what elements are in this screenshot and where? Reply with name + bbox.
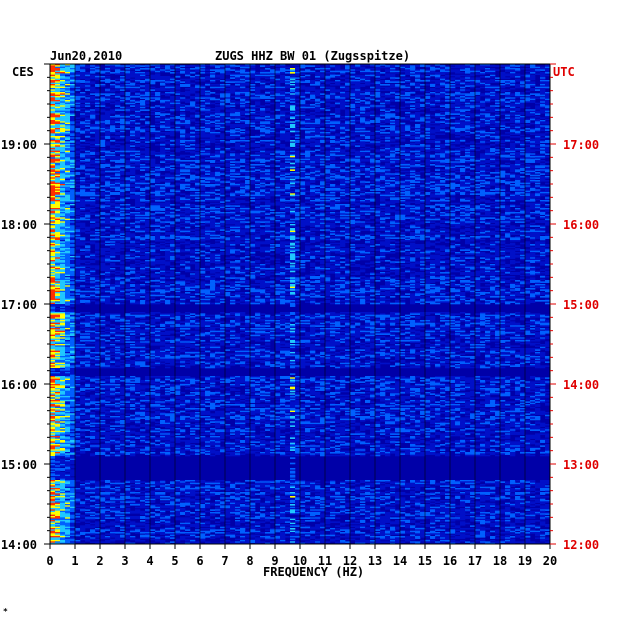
x-tick-label: 1 [71, 554, 78, 568]
x-tick-label: 8 [246, 554, 253, 568]
x-tick-label: 20 [543, 554, 557, 568]
right-tick-label: 15:00 [563, 298, 599, 312]
right-tick-label: 16:00 [563, 218, 599, 232]
x-tick-label: 13 [368, 554, 382, 568]
x-tick-label: 17 [468, 554, 482, 568]
right-tick-label: 17:00 [563, 138, 599, 152]
x-tick-label: 4 [146, 554, 153, 568]
chart-date: Jun20,2010 [50, 50, 122, 62]
x-tick-label: 5 [171, 554, 178, 568]
left-tick-label: 16:00 [1, 378, 37, 392]
right-tick-label: 14:00 [563, 378, 599, 392]
x-tick-label: 16 [443, 554, 457, 568]
x-tick-label: 3 [121, 554, 128, 568]
x-axis-label: FREQUENCY (HZ) [263, 566, 364, 578]
left-tick-label: 18:00 [1, 218, 37, 232]
corner-mark: * [3, 606, 8, 618]
left-tick-label: 19:00 [1, 138, 37, 152]
left-tick-label: 15:00 [1, 458, 37, 472]
x-tick-label: 7 [221, 554, 228, 568]
x-tick-label: 15 [418, 554, 432, 568]
x-tick-label: 6 [196, 554, 203, 568]
right-axis-label: UTC [553, 66, 575, 78]
x-tick-label: 19 [518, 554, 532, 568]
left-axis-label: CES [12, 66, 34, 78]
right-tick-label: 12:00 [563, 538, 599, 552]
right-tick-label: 13:00 [563, 458, 599, 472]
x-tick-label: 14 [393, 554, 407, 568]
chart-title: ZUGS HHZ BW 01 (Zugsspitze) [215, 50, 410, 62]
x-tick-label: 2 [96, 554, 103, 568]
x-tick-label: 0 [46, 554, 53, 568]
left-tick-label: 17:00 [1, 298, 37, 312]
left-tick-label: 14:00 [1, 538, 37, 552]
x-tick-label: 18 [493, 554, 507, 568]
